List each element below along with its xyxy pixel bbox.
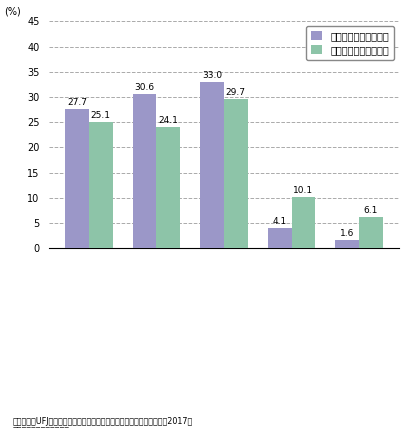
Text: 資料：三菱UFJリサーチ＆コンサルティング株式会社アンケート調査（2017）: 資料：三菱UFJリサーチ＆コンサルティング株式会社アンケート調査（2017） [12,417,193,426]
Bar [200,82,224,248]
Bar [224,98,248,248]
Text: (%): (%) [4,7,21,17]
Text: 24.1: 24.1 [158,116,178,125]
Bar [89,122,113,248]
Bar [133,94,157,248]
Text: 25.1: 25.1 [91,111,111,120]
Text: 30.6: 30.6 [134,83,155,92]
Text: 6.1: 6.1 [364,206,378,215]
Text: 29.7: 29.7 [226,87,246,96]
Bar [359,217,383,248]
Bar [268,228,291,248]
Text: 4.1: 4.1 [272,217,287,226]
Text: 1.6: 1.6 [340,229,355,238]
Legend: 従来重視してきたもの, 今後重視していくもの: 従来重視してきたもの, 今後重視していくもの [306,26,394,60]
Bar [335,240,359,248]
Bar [65,109,89,248]
Bar [157,127,180,248]
Text: から経済産業省作成。: から経済産業省作成。 [12,427,69,428]
Text: 10.1: 10.1 [293,186,314,195]
Text: 27.7: 27.7 [67,98,87,107]
Bar [291,197,315,248]
Text: 33.0: 33.0 [202,71,222,80]
